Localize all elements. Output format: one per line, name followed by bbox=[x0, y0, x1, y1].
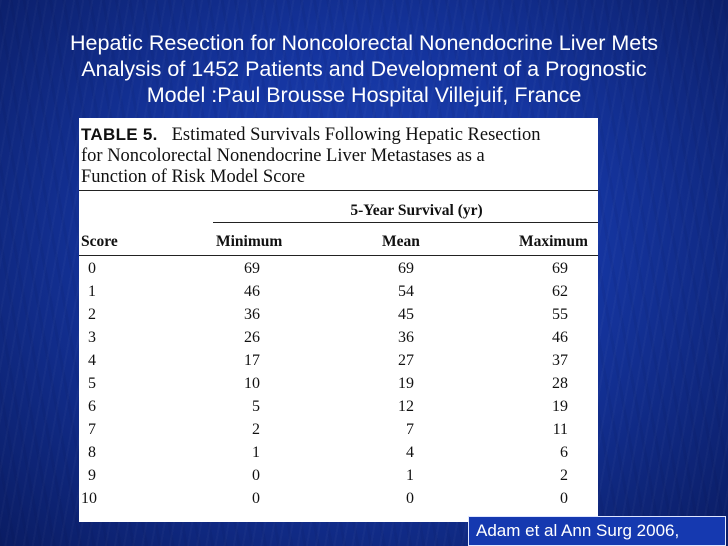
table-cell-mean: 4 bbox=[406, 444, 414, 461]
table-cell-mean: 27 bbox=[398, 352, 414, 369]
table-cell-score: 5 bbox=[88, 375, 96, 392]
table-cell-mean: 7 bbox=[406, 421, 414, 438]
table-cell-mean: 1 bbox=[406, 467, 414, 484]
table-cell-min: 0 bbox=[252, 490, 260, 507]
table-cell-min: 0 bbox=[252, 467, 260, 484]
table-cell-max: 46 bbox=[552, 329, 568, 346]
table-cell-max: 6 bbox=[560, 444, 568, 461]
table-cell-min: 36 bbox=[244, 306, 260, 323]
table-cell-max: 37 bbox=[552, 352, 568, 369]
table-cell-score: 0 bbox=[88, 260, 96, 277]
table-label: TABLE 5. bbox=[81, 125, 158, 144]
table-cell-max: 55 bbox=[552, 306, 568, 323]
table-cell-min: 5 bbox=[252, 398, 260, 415]
survival-table-figure: TABLE 5. Estimated Survivals Following H… bbox=[79, 118, 598, 522]
table-cell-score: 8 bbox=[88, 444, 96, 461]
table-cell-mean: 69 bbox=[398, 260, 414, 277]
caption-line-3: Function of Risk Model Score bbox=[81, 167, 306, 187]
table-cell-mean: 19 bbox=[398, 375, 414, 392]
caption-line-1: Estimated Survivals Following Hepatic Re… bbox=[171, 125, 541, 145]
column-header-maximum: Maximum bbox=[519, 233, 588, 250]
title-line-3: Model :Paul Brousse Hospital Villejuif, … bbox=[146, 83, 582, 107]
table-cell-score: 6 bbox=[88, 398, 96, 415]
table-cell-max: 19 bbox=[552, 398, 568, 415]
table-top-rule bbox=[79, 190, 598, 191]
caption-line-2: for Noncolorectal Nonendocrine Liver Met… bbox=[81, 146, 485, 166]
table-cell-max: 0 bbox=[560, 490, 568, 507]
table-cell-min: 46 bbox=[244, 283, 260, 300]
table-cell-max: 62 bbox=[552, 283, 568, 300]
table-cell-max: 11 bbox=[552, 421, 568, 438]
table-cell-min: 69 bbox=[244, 260, 260, 277]
table-caption: TABLE 5. Estimated Survivals Following H… bbox=[81, 124, 593, 188]
table-cell-score: 9 bbox=[88, 467, 96, 484]
table-cell-max: 28 bbox=[552, 375, 568, 392]
table-cell-mean: 36 bbox=[398, 329, 414, 346]
table-cell-mean: 54 bbox=[398, 283, 414, 300]
spanning-header: 5-Year Survival (yr) bbox=[350, 202, 483, 219]
table-cell-min: 2 bbox=[252, 421, 260, 438]
table-cell-min: 10 bbox=[244, 375, 260, 392]
table-cell-min: 26 bbox=[244, 329, 260, 346]
table-cell-mean: 0 bbox=[406, 490, 414, 507]
title-line-1: Hepatic Resection for Noncolorectal None… bbox=[70, 31, 658, 55]
table-cell-mean: 45 bbox=[398, 306, 414, 323]
spanning-header-rule bbox=[213, 222, 598, 223]
table-cell-min: 17 bbox=[244, 352, 260, 369]
table-cell-max: 69 bbox=[552, 260, 568, 277]
table-cell-score: 1 bbox=[88, 283, 96, 300]
column-header-minimum: Minimum bbox=[216, 233, 283, 250]
table-cell-min: 1 bbox=[252, 444, 260, 461]
slide-title: Hepatic Resection for Noncolorectal None… bbox=[14, 30, 714, 108]
table-cell-score: 4 bbox=[88, 352, 96, 369]
table-cell-max: 2 bbox=[560, 467, 568, 484]
table-cell-mean: 12 bbox=[398, 398, 414, 415]
header-bottom-rule bbox=[79, 255, 598, 256]
table-cell-score: 10 bbox=[81, 490, 97, 507]
table-cell-score: 2 bbox=[88, 306, 96, 323]
column-header-score: Score bbox=[81, 233, 118, 250]
table-cell-score: 7 bbox=[88, 421, 96, 438]
column-header-mean: Mean bbox=[382, 233, 420, 250]
table-cell-score: 3 bbox=[88, 329, 96, 346]
title-line-2: Analysis of 1452 Patients and Developmen… bbox=[81, 57, 647, 81]
citation-box: Adam et al Ann Surg 2006, bbox=[468, 516, 726, 546]
